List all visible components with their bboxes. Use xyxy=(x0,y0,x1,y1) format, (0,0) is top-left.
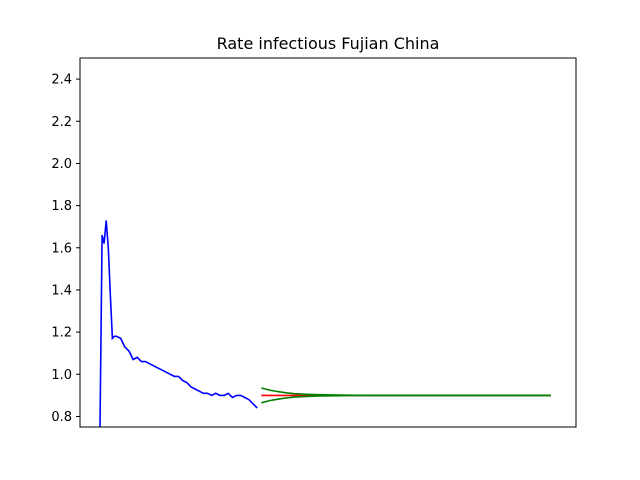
y-tick-label: 2.0 xyxy=(51,157,72,172)
series-layer xyxy=(99,220,551,427)
y-tick-label: 0.8 xyxy=(51,410,72,425)
plot-frame xyxy=(79,57,577,428)
y-tick-label: 2.4 xyxy=(51,73,72,88)
y-tick-label: 2.2 xyxy=(51,115,72,130)
y-tick-label: 1.0 xyxy=(51,368,72,383)
chart-title: Rate infectious Fujian China xyxy=(217,34,440,53)
axes-layer: 0.8 1.0 1.2 1.4 1.6 1.8 2.0 2.2 2.4 xyxy=(51,57,577,428)
series-line-4 xyxy=(261,394,551,404)
y-tick-label: 1.2 xyxy=(51,326,72,341)
y-tick-label: 1.8 xyxy=(51,199,72,214)
y-tick-label: 1.6 xyxy=(51,241,72,256)
series-line-3 xyxy=(261,387,551,397)
y-tick-label: 1.4 xyxy=(51,283,72,298)
series-line-1 xyxy=(99,220,258,427)
